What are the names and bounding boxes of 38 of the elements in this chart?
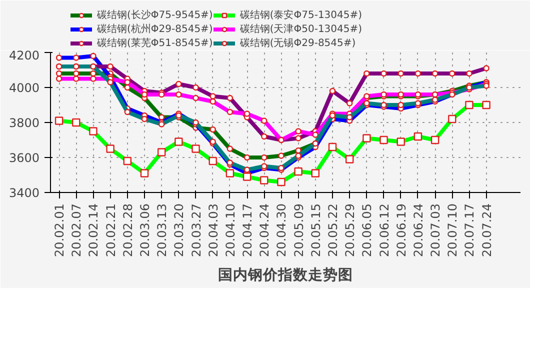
text: 国内钢价指数走势图 — [218, 266, 353, 284]
x-tick-label: 20.06.24 — [411, 204, 426, 257]
x-tick-label: 20.07.03 — [428, 204, 443, 257]
legend-label: 碳结钢(无锡Φ29-8545#) — [240, 36, 356, 50]
x-tick-label: 20.03.06 — [138, 204, 152, 257]
legend-label: 碳结钢(天津Φ50-13045#) — [240, 22, 362, 36]
x-tick-label: 20.06.12 — [377, 204, 392, 257]
y-tick-label: 3600 — [8, 151, 40, 165]
x-tick-label: 20.02.14 — [86, 204, 101, 257]
x-tick-label: 20.02.21 — [104, 204, 118, 257]
x-tick-label: 20.05.15 — [308, 204, 323, 257]
x-tick-label: 20.06.05 — [360, 204, 374, 257]
x-tick-label: 20.07.10 — [446, 204, 460, 257]
x-tick-label: 20.07.24 — [480, 204, 494, 257]
y-tick-label: 4200 — [8, 48, 40, 62]
x-tick-label: 20.04.17 — [240, 204, 255, 257]
x-tick-label: 20.02.01 — [52, 204, 67, 257]
x-tick-label: 20.04.30 — [274, 204, 289, 257]
y-tick-label: 4000 — [8, 81, 40, 95]
x-tick-label: 20.04.03 — [206, 204, 220, 257]
x-tick-label: 20.02.28 — [120, 204, 135, 257]
x-tick-label: 20.05.29 — [343, 204, 358, 257]
y-tick-label: 3800 — [8, 116, 40, 130]
legend-label: 碳结钢(长沙Φ75-9545#) — [97, 8, 213, 22]
x-tick-label: 20.04.24 — [258, 204, 272, 257]
x-tick-label: 20.03.20 — [172, 204, 186, 257]
legend-label: 碳结钢(莱芜Φ51-8545#) — [97, 36, 213, 50]
x-tick-label: 20.04.10 — [223, 204, 238, 257]
x-tick-label: 20.05.22 — [326, 204, 340, 257]
legend-label: 碳结钢(杭州Φ29-8545#) — [97, 22, 213, 36]
x-tick-label: 20.06.19 — [394, 204, 408, 257]
legend-label: 碳结钢(泰安Φ75-13045#) — [240, 8, 362, 22]
x-tick-label: 20.03.13 — [155, 204, 170, 257]
x-tick-label: 20.02.07 — [70, 204, 84, 257]
x-tick-label: 20.03.27 — [189, 204, 204, 257]
x-tick-label: 20.07.17 — [462, 204, 477, 257]
y-tick-label: 3400 — [8, 186, 40, 200]
x-tick-label: 20.05.09 — [292, 204, 306, 257]
